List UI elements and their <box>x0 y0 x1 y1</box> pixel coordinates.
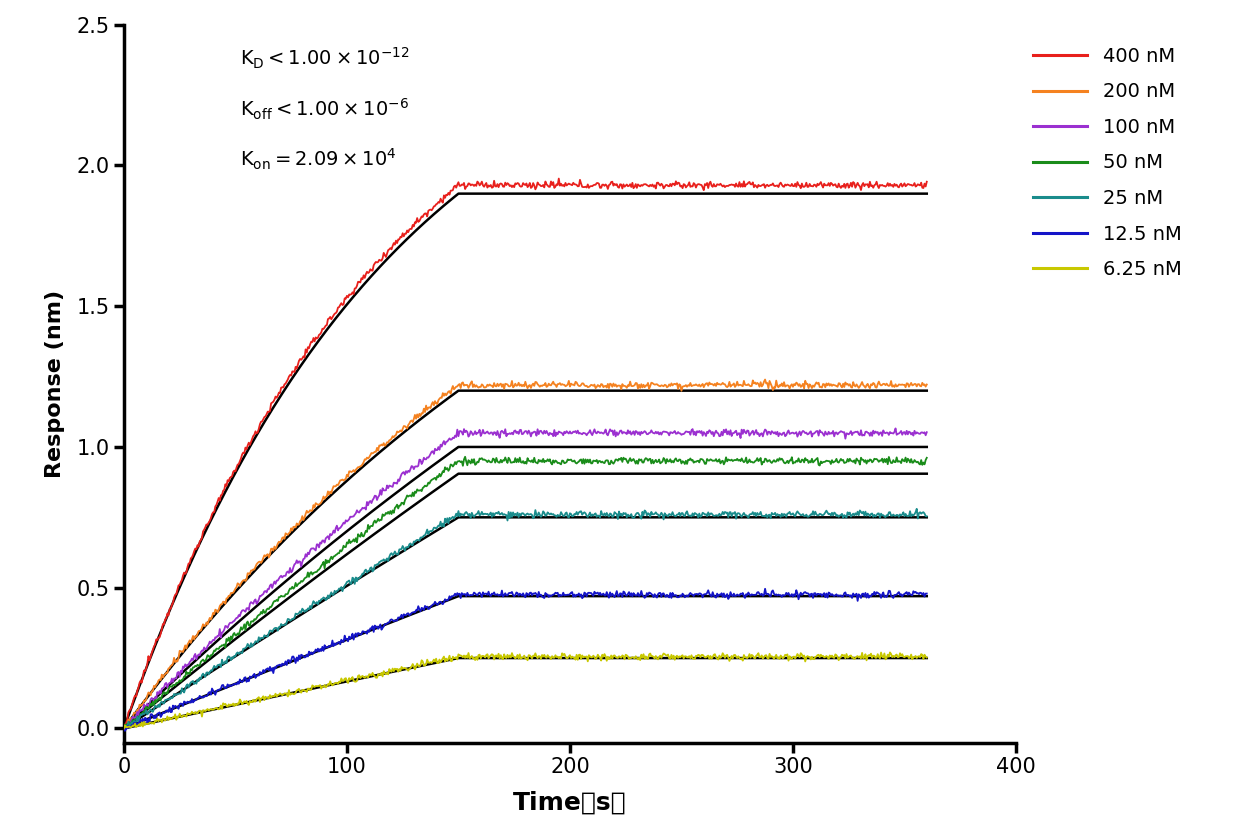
X-axis label: Time（s）: Time（s） <box>513 791 627 815</box>
Y-axis label: Response (nm): Response (nm) <box>45 290 66 478</box>
Text: $\mathregular{K_{off}<1.00\times10^{-6}}$: $\mathregular{K_{off}<1.00\times10^{-6}}… <box>240 97 409 122</box>
Text: $\mathregular{K_D<1.00\times10^{-12}}$: $\mathregular{K_D<1.00\times10^{-12}}$ <box>240 46 410 72</box>
Text: $\mathregular{K_{on}=2.09\times10^{4}}$: $\mathregular{K_{on}=2.09\times10^{4}}$ <box>240 147 396 172</box>
Legend: 400 nM, 200 nM, 100 nM, 50 nM, 25 nM, 12.5 nM, 6.25 nM: 400 nM, 200 nM, 100 nM, 50 nM, 25 nM, 12… <box>1025 39 1189 287</box>
